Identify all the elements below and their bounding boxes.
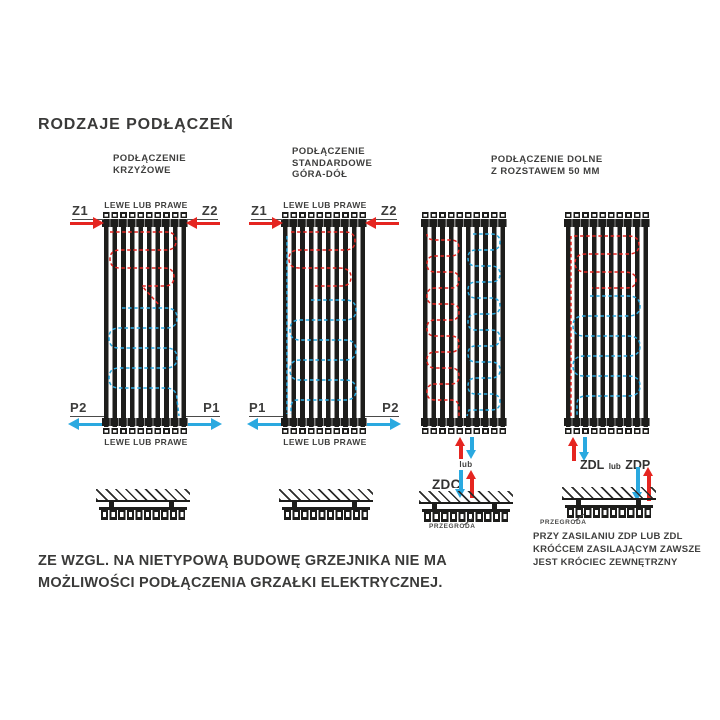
wall-hatch-3: [419, 491, 513, 504]
radiator-zdl-zdp: [564, 212, 650, 434]
radiator-bottom-caps: [422, 428, 506, 434]
wall-stub: [292, 502, 297, 507]
radiator-bottom-collector: [564, 418, 650, 426]
wall-stub: [492, 504, 497, 509]
radiator-krzyzowe: [102, 212, 188, 434]
heading-krzyzowe: PODŁĄCZENIE KRZYŻOWE: [113, 153, 186, 176]
port-label-z1-1: Z1: [72, 203, 104, 220]
return-arrow-p1-2: [247, 418, 281, 430]
label-lewe-lub-prawe-top-2: LEWE LUB PRAWE: [283, 200, 367, 210]
return-arrow-down-zdc: [466, 437, 477, 459]
external-arrow-up-zdc: [466, 470, 477, 498]
note-side-line1: PRZY ZASILANIU ZDP LUB ZDL: [533, 531, 683, 542]
radiator-top-collector: [421, 219, 507, 227]
label-lub-zdl: lub: [608, 462, 621, 471]
top-view-bar: [282, 507, 370, 510]
radiator-bottom-collector: [421, 418, 507, 426]
note-side-line3: JEST KRÓCIEC ZEWNĘTRZNY: [533, 557, 678, 568]
radiator-bottom-collector: [102, 418, 188, 426]
radiator-top-caps: [282, 212, 366, 218]
wall-hatch-4: [562, 487, 656, 500]
note-main-line1: ZE WZGL. NA NIETYPOWĄ BUDOWĘ GRZEJNIKA N…: [38, 553, 447, 569]
wall-stub: [432, 504, 437, 509]
wall-stub: [352, 502, 357, 507]
heading-krzyzowe-line2: KRZYŻOWE: [113, 164, 171, 176]
port-label-p1-1: P1: [186, 400, 220, 417]
supply-arrow-z2-1: [186, 217, 220, 229]
radiator-bottom-caps: [282, 428, 366, 434]
heading-standardowe: PODŁĄCZENIE STANDARDOWE GÓRA-DÓŁ: [292, 146, 372, 181]
heading-dolne-line1: PODŁĄCZENIE DOLNE: [491, 154, 603, 165]
heading-krzyzowe-line1: PODŁĄCZENIE: [113, 153, 187, 164]
return-arrow-p2-1: [68, 418, 102, 430]
radiator-tubes: [104, 219, 186, 427]
heading-dolne: PODŁĄCZENIE DOLNE Z ROZSTAWEM 50 MM: [491, 154, 603, 177]
top-view-bar: [422, 509, 510, 512]
flow-path-standardowe: [286, 231, 357, 414]
top-view-bar: [565, 505, 653, 508]
supply-arrow-up-zdc: [455, 437, 466, 459]
note-side-line2: KRÓĆCEM ZASILAJĄCYM ZAWSZE: [533, 544, 701, 555]
supply-arrow-z1-2: [249, 217, 283, 229]
port-label-p2-2: P2: [365, 400, 399, 417]
note-main-line2: MOŻLIWOŚCI PODŁĄCZENIA GRZAŁKI ELEKTRYCZ…: [38, 574, 443, 591]
radiator-bottom-caps: [103, 428, 187, 434]
flow-path-zdc: [426, 233, 501, 417]
radiator-top-caps: [422, 212, 506, 218]
port-label-z1-2: Z1: [251, 203, 283, 220]
radiator-top-caps: [565, 212, 649, 218]
wall-stub: [109, 502, 114, 507]
wall-hatch-2: [279, 489, 373, 502]
top-view-tubes: [101, 510, 185, 520]
supply-arrow-up-zdl: [568, 437, 579, 461]
radiator-top-view-4: [565, 505, 653, 518]
top-view-tubes: [567, 508, 651, 518]
radiator-tubes: [283, 219, 365, 427]
radiator-bottom-collector: [281, 418, 367, 426]
flow-path-zdl-zdp: [570, 235, 641, 416]
radiator-top-caps: [103, 212, 187, 218]
label-lewe-lub-prawe-top-1: LEWE LUB PRAWE: [104, 200, 188, 210]
label-przegroda-zdl: PRZEGRODA: [540, 519, 587, 526]
top-view-tubes: [284, 510, 368, 520]
label-lewe-lub-prawe-bottom-1: LEWE LUB PRAWE: [104, 437, 188, 447]
return-arrow-p1-1: [188, 418, 222, 430]
port-label-p1-2: P1: [249, 400, 283, 417]
label-lewe-lub-prawe-bottom-2: LEWE LUB PRAWE: [283, 437, 367, 447]
top-view-bar: [99, 507, 187, 510]
radiator-top-collector: [564, 219, 650, 227]
radiator-bottom-caps: [565, 428, 649, 434]
note-main: ZE WZGL. NA NIETYPOWĄ BUDOWĘ GRZEJNIKA N…: [38, 551, 447, 594]
heading-dolne-line2: Z ROZSTAWEM 50 MM: [491, 165, 600, 177]
top-view-tubes: [424, 512, 508, 522]
label-przegroda-zdc: PRZEGRODA: [429, 523, 476, 530]
label-lub-zdc: lub: [459, 460, 473, 469]
supply-arrow-z1-1: [70, 217, 104, 229]
port-label-p2-1: P2: [70, 400, 104, 417]
wall-stub: [636, 500, 641, 505]
heading-standardowe-line1: PODŁĄCZENIE: [292, 146, 366, 157]
radiator-top-view-3: [422, 509, 510, 522]
supply-arrow-z2-2: [365, 217, 399, 229]
radiator-top-view-1: [99, 507, 187, 520]
radiator-tubes: [423, 219, 505, 427]
radiator-top-view-2: [282, 507, 370, 520]
return-arrow-p2-2: [367, 418, 401, 430]
radiator-zdc: [421, 212, 507, 434]
heading-standardowe-line3: GÓRA-DÓŁ: [292, 169, 348, 180]
radiator-top-collector: [102, 219, 188, 227]
wall-stub: [169, 502, 174, 507]
wall-stub: [576, 500, 581, 505]
page-title: RODZAJE PODŁĄCZEŃ: [38, 116, 234, 133]
wall-hatch-1: [96, 489, 190, 502]
radiator-top-collector: [281, 219, 367, 227]
label-zdl: ZDL: [580, 458, 605, 472]
radiator-standardowe: [281, 212, 367, 434]
flow-path-krzyzowe: [108, 231, 180, 417]
note-side: PRZY ZASILANIU ZDP LUB ZDL KRÓĆCEM ZASIL…: [533, 530, 701, 569]
heading-standardowe-line2: STANDARDOWE: [292, 157, 373, 169]
